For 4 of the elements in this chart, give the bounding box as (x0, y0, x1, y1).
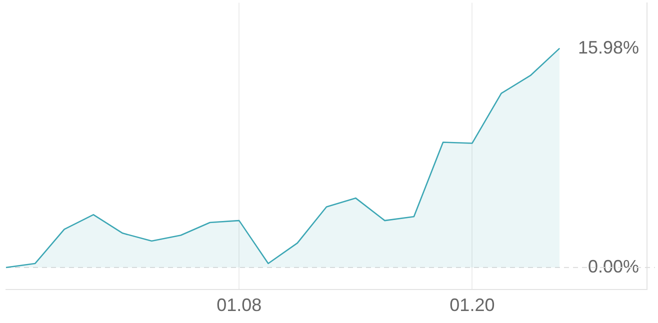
y-tick-label: 0.00% (588, 256, 639, 276)
x-tick-label: 01.20 (450, 295, 495, 316)
x-tick-label: 01.08 (216, 295, 262, 316)
y-tick-label: 15.98% (578, 37, 639, 58)
